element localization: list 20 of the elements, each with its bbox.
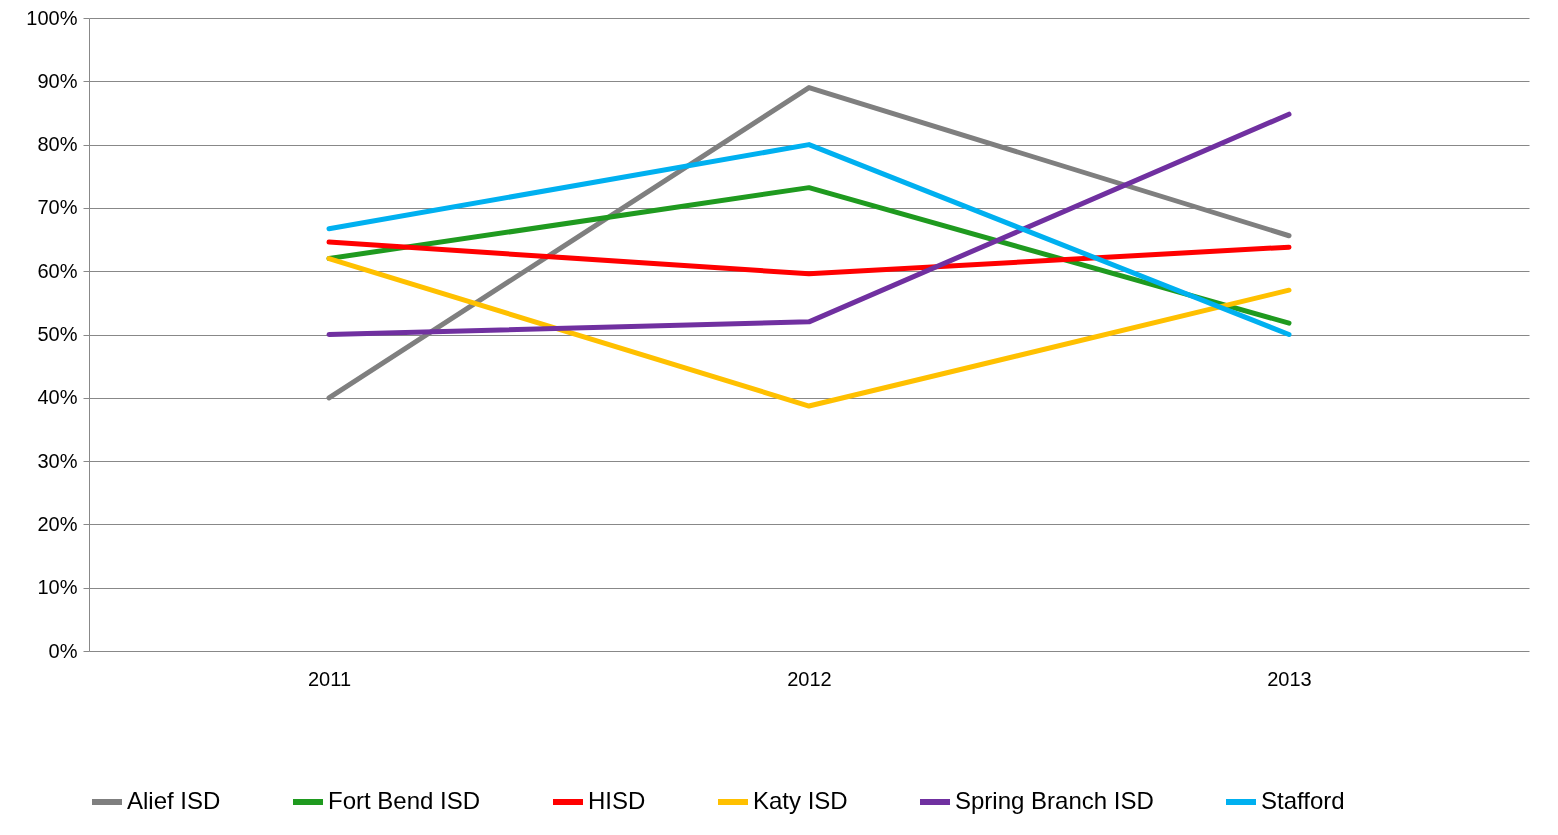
legend-label: Stafford [1261,787,1345,814]
y-tick-label: 80% [37,133,78,156]
y-tick-label: 70% [37,196,78,219]
legend-label: HISD [588,787,646,814]
y-tick-label: 50% [37,323,78,345]
x-tick-label: 2013 [1267,667,1312,690]
y-tick-label: 20% [37,512,78,535]
x-tick-label: 2011 [307,667,352,690]
y-tick-label: 100% [26,6,78,29]
legend-label: Fort Bend ISD [328,787,481,814]
legend-label: Spring Branch ISD [955,787,1154,814]
y-tick-label: 30% [37,449,78,472]
x-tick-label: 2012 [787,667,832,690]
legend-label: Alief ISD [127,787,221,814]
y-tick-label: 10% [37,576,78,599]
legend-label: Katy ISD [753,787,848,814]
y-tick-label: 0% [48,639,78,662]
y-tick-label: 90% [37,69,78,92]
y-tick-label: 40% [37,386,78,409]
y-tick-label: 60% [37,259,78,282]
